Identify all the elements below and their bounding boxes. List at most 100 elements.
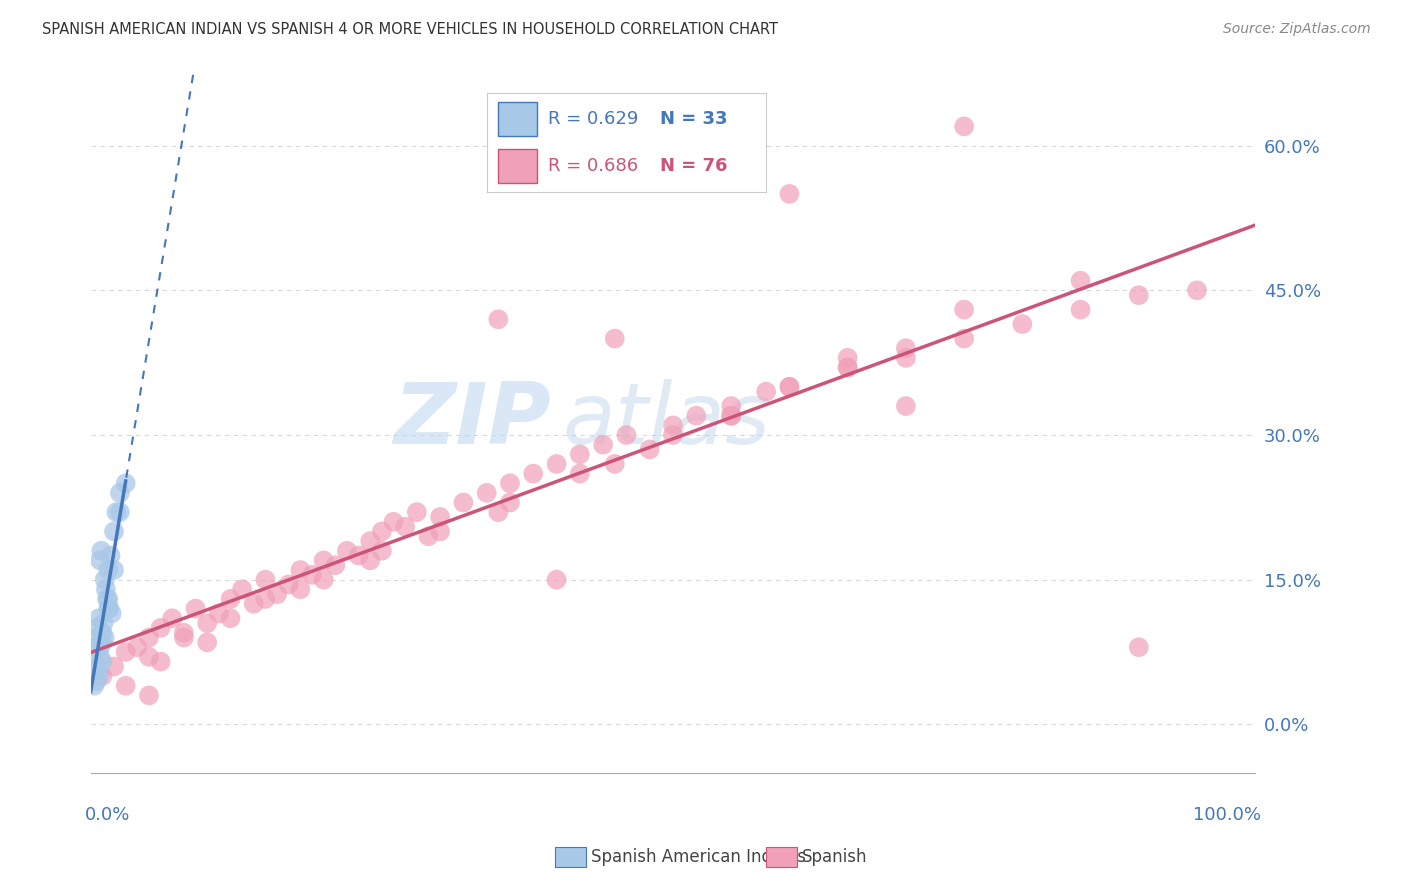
Text: SPANISH AMERICAN INDIAN VS SPANISH 4 OR MORE VEHICLES IN HOUSEHOLD CORRELATION C: SPANISH AMERICAN INDIAN VS SPANISH 4 OR … bbox=[42, 22, 778, 37]
Point bbox=[89, 640, 111, 655]
Point bbox=[87, 669, 110, 683]
Point bbox=[114, 476, 136, 491]
Point bbox=[616, 428, 638, 442]
Point bbox=[103, 524, 125, 539]
Text: 0.0%: 0.0% bbox=[84, 806, 131, 824]
Text: 100.0%: 100.0% bbox=[1194, 806, 1261, 824]
Point bbox=[953, 120, 976, 134]
Point bbox=[894, 351, 917, 365]
Point bbox=[127, 640, 149, 655]
Point bbox=[83, 640, 105, 655]
Point bbox=[1011, 317, 1033, 331]
Point bbox=[429, 524, 451, 539]
Text: Source: ZipAtlas.com: Source: ZipAtlas.com bbox=[1223, 22, 1371, 37]
Point bbox=[475, 486, 498, 500]
Point bbox=[138, 689, 160, 703]
Point bbox=[93, 573, 115, 587]
Point bbox=[105, 505, 128, 519]
Point bbox=[91, 635, 114, 649]
Text: Spanish American Indians: Spanish American Indians bbox=[591, 848, 806, 866]
Point bbox=[359, 553, 381, 567]
Point bbox=[312, 573, 335, 587]
Point bbox=[290, 582, 312, 597]
Point bbox=[685, 409, 707, 423]
Point bbox=[242, 597, 264, 611]
Point bbox=[837, 351, 859, 365]
Point bbox=[93, 616, 115, 631]
Point bbox=[323, 558, 346, 573]
Point bbox=[638, 442, 661, 457]
Point bbox=[277, 577, 299, 591]
Point bbox=[91, 625, 114, 640]
Point bbox=[91, 655, 114, 669]
Point bbox=[429, 510, 451, 524]
Point bbox=[94, 582, 117, 597]
Point bbox=[394, 519, 416, 533]
Point bbox=[195, 635, 218, 649]
Point bbox=[254, 573, 277, 587]
Point bbox=[173, 631, 195, 645]
Point bbox=[108, 486, 131, 500]
Point bbox=[86, 673, 108, 688]
Point bbox=[720, 399, 742, 413]
Point bbox=[778, 380, 800, 394]
Point bbox=[603, 457, 626, 471]
Point bbox=[149, 655, 172, 669]
Point bbox=[662, 418, 685, 433]
Point bbox=[91, 669, 114, 683]
Point bbox=[98, 601, 121, 615]
Text: atlas: atlas bbox=[562, 379, 770, 462]
Point bbox=[499, 495, 522, 509]
Point bbox=[184, 601, 207, 615]
Point bbox=[84, 665, 107, 679]
Point bbox=[405, 505, 427, 519]
Point bbox=[219, 591, 242, 606]
Point bbox=[720, 409, 742, 423]
Text: Spanish: Spanish bbox=[801, 848, 868, 866]
Point bbox=[755, 384, 778, 399]
Point bbox=[371, 524, 394, 539]
Point bbox=[97, 601, 120, 615]
Point bbox=[1070, 274, 1092, 288]
Point bbox=[83, 679, 105, 693]
Point bbox=[837, 360, 859, 375]
Point bbox=[894, 341, 917, 355]
Point bbox=[662, 428, 685, 442]
Point bbox=[100, 607, 122, 621]
Point bbox=[603, 332, 626, 346]
Point bbox=[301, 567, 323, 582]
Point bbox=[592, 437, 614, 451]
Point bbox=[568, 447, 591, 461]
Point bbox=[312, 553, 335, 567]
Point bbox=[546, 457, 568, 471]
Point bbox=[97, 563, 120, 577]
Point bbox=[382, 515, 405, 529]
Point bbox=[89, 649, 111, 664]
Point bbox=[546, 573, 568, 587]
Point bbox=[1070, 302, 1092, 317]
Point bbox=[290, 563, 312, 577]
Point bbox=[162, 611, 184, 625]
Point bbox=[138, 649, 160, 664]
Point bbox=[720, 409, 742, 423]
Point bbox=[87, 611, 110, 625]
Point bbox=[522, 467, 544, 481]
Point bbox=[359, 534, 381, 549]
Point bbox=[149, 621, 172, 635]
Point bbox=[93, 631, 115, 645]
Point bbox=[778, 186, 800, 201]
Point bbox=[114, 679, 136, 693]
Point bbox=[86, 631, 108, 645]
Point bbox=[195, 616, 218, 631]
Point bbox=[103, 659, 125, 673]
Point bbox=[87, 659, 110, 673]
Point bbox=[254, 591, 277, 606]
Point bbox=[347, 549, 370, 563]
Point bbox=[953, 302, 976, 317]
Point bbox=[87, 621, 110, 635]
Point bbox=[103, 563, 125, 577]
Point bbox=[953, 332, 976, 346]
Point bbox=[499, 476, 522, 491]
Point bbox=[894, 399, 917, 413]
Point bbox=[336, 543, 359, 558]
